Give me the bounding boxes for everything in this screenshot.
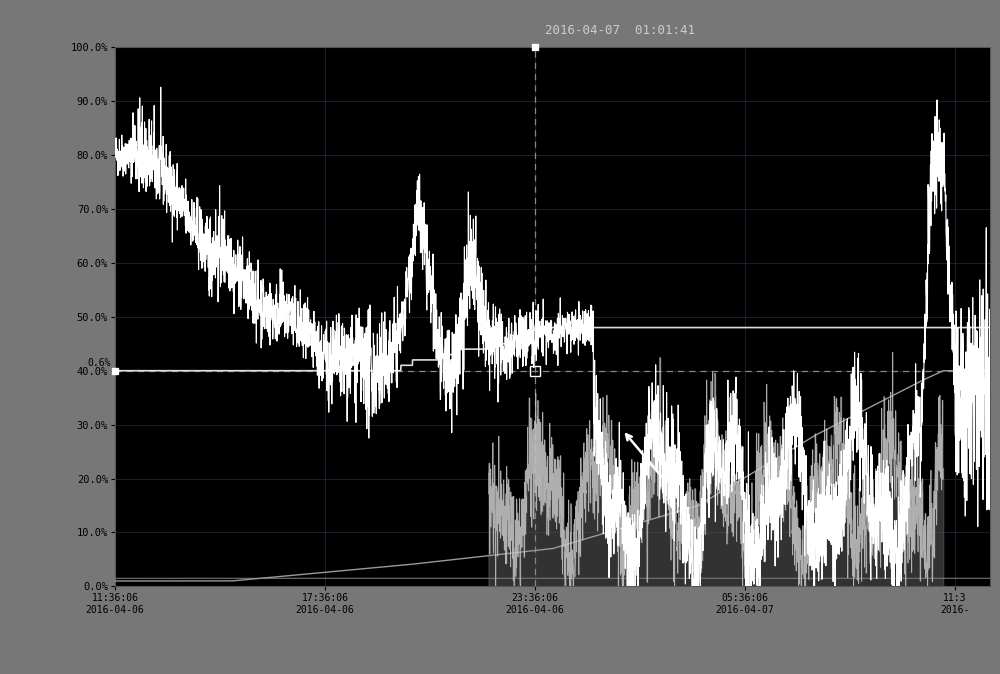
Text: 2016-04-07  01:01:41: 2016-04-07 01:01:41 — [545, 24, 695, 36]
Text: 0.6%: 0.6% — [87, 358, 111, 367]
